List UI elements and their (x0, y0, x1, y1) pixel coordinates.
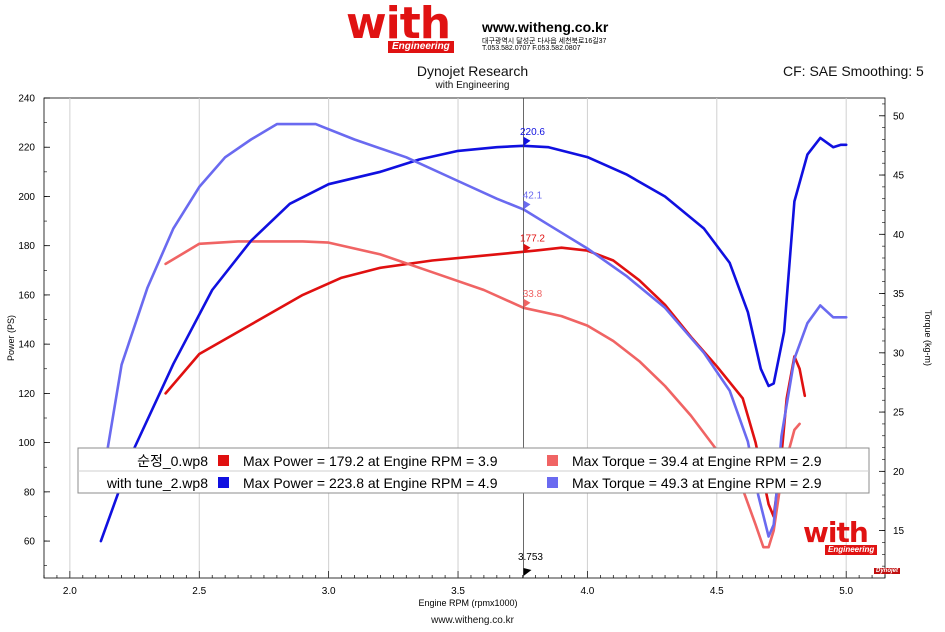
chart-title: Dynojet Research (416, 63, 529, 79)
plot-area (43, 97, 886, 579)
site-address: 대구광역시 달성군 다사읍 세천북로16길37 (482, 38, 607, 45)
y2-axis-label: Torque (kg-m) (923, 310, 933, 366)
y2-tick-label: 40 (893, 230, 905, 241)
legend-swatch-power (218, 477, 229, 488)
x-tick-label: 5.0 (839, 586, 853, 597)
y-tick-label: 80 (24, 487, 36, 498)
header-logo: with (346, 0, 451, 49)
y2-tick-label: 45 (893, 171, 905, 182)
y-tick-label: 180 (18, 241, 35, 252)
readout-marker-torque_tune (523, 200, 531, 210)
cursor-marker (523, 568, 532, 576)
y-tick-label: 160 (18, 290, 35, 301)
grid (69, 98, 847, 578)
x-tick-label: 4.0 (580, 586, 594, 597)
y2-tick-label: 30 (893, 348, 905, 359)
header-logo-sub: Engineering (388, 41, 454, 53)
legend-max-torque: Max Torque = 39.4 at Engine RPM = 2.9 (572, 453, 822, 469)
y2-tick-label: 20 (893, 467, 905, 478)
dynojet-brand-mark: Dynojet (874, 568, 901, 574)
footer-url[interactable]: www.witheng.co.kr (431, 615, 514, 626)
x-tick-label: 3.0 (322, 586, 336, 597)
corner-logo: with (803, 516, 869, 549)
y-tick-label: 240 (18, 94, 35, 105)
chart-subtitle: with Engineering (435, 80, 510, 91)
readout-label-torque_tune: 42.1 (523, 190, 543, 201)
y-tick-label: 200 (18, 192, 35, 203)
y-tick-label: 100 (18, 438, 35, 449)
readout-label-torque_stock: 33.8 (523, 289, 543, 300)
x-tick-label: 2.0 (63, 586, 77, 597)
legend-max-power: Max Power = 223.8 at Engine RPM = 4.9 (243, 475, 498, 491)
readout-label-power_tune: 220.6 (520, 127, 545, 138)
y2-tick-label: 50 (893, 111, 905, 122)
y-axis-label: Power (PS) (6, 315, 16, 361)
y-tick-label: 120 (18, 389, 35, 400)
cursor-line: 3.753 177.2 33.8 220.6 42.1 (518, 98, 545, 578)
series-line-power_tune (99, 136, 848, 543)
legend-max-torque: Max Torque = 49.3 at Engine RPM = 2.9 (572, 475, 822, 491)
x-tick-label: 2.5 (192, 586, 206, 597)
series-line-torque_tune (99, 122, 848, 538)
legend-max-power: Max Power = 179.2 at Engine RPM = 3.9 (243, 453, 498, 469)
site-phone: T.053.582.0707 F.053.582.0807 (482, 45, 581, 52)
legend-swatch-power (218, 455, 229, 466)
axes: 2.0 2.5 3.0 3.5 4.0 4.5 5.0 60 80 100 120 140 160 180… (6, 94, 933, 609)
legend-swatch-torque (547, 455, 558, 466)
readout-marker-torque_stock (523, 298, 531, 308)
y-tick-label: 220 (18, 143, 35, 154)
x-axis-label: Engine RPM (rpmx1000) (418, 598, 517, 608)
series-line-torque_stock (164, 240, 801, 549)
y2-tick-label: 15 (893, 526, 905, 537)
legend: 순정_0.wp8 Max Power = 179.2 at Engine RPM … (77, 447, 870, 494)
legend-file-name: 순정_0.wp8 (137, 453, 208, 469)
readout-label-power_stock: 177.2 (520, 234, 545, 245)
correction-factor: CF: SAE Smoothing: 5 (783, 63, 924, 79)
readout-marker-power_stock (523, 243, 531, 253)
x-tick-label: 4.5 (710, 586, 724, 597)
cursor-value-label: 3.753 (518, 552, 543, 563)
y2-tick-label: 25 (893, 408, 905, 419)
y-tick-label: 140 (18, 340, 35, 351)
legend-file-name: with tune_2.wp8 (106, 475, 208, 491)
corner-logo-sub: Engineering (825, 545, 878, 555)
legend-swatch-torque (547, 477, 558, 488)
readout-marker-power_tune (523, 136, 531, 146)
site-url[interactable]: www.witheng.co.kr (482, 19, 609, 35)
x-tick-label: 3.5 (451, 586, 465, 597)
y2-tick-label: 35 (893, 289, 905, 300)
y-tick-label: 60 (24, 537, 36, 548)
